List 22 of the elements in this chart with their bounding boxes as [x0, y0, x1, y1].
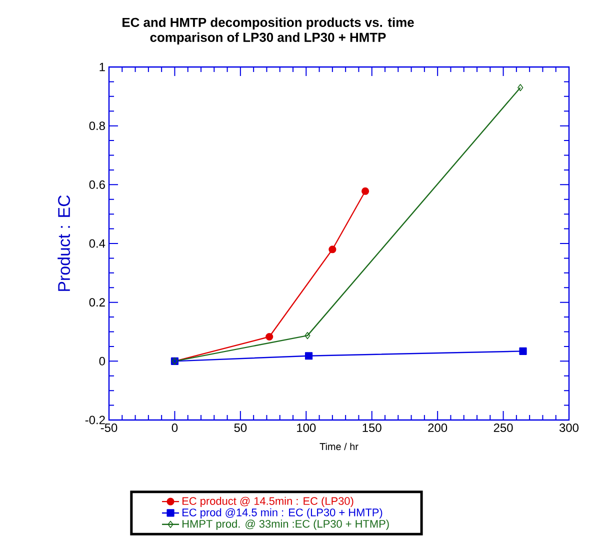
chart-subtitle: comparison of LP30 and LP30 + HMTP: [150, 32, 386, 44]
x-tick-label: 0: [172, 424, 178, 432]
y-tick-label: 1: [100, 62, 105, 72]
x-tick-label: 100: [297, 424, 316, 432]
y-tick-label: 0.8: [89, 122, 105, 130]
legend-label: EC prod @14.5 min : EC (LP30 + HMTP): [182, 508, 382, 518]
y-tick-label: 0.2: [89, 298, 105, 307]
y-tick-label: 0.4: [89, 239, 106, 248]
x-tick-label: 200: [428, 424, 448, 432]
y-axis-title: Product : EC: [58, 195, 70, 291]
x-tick-label: 250: [494, 424, 513, 432]
legend-label: EC product @ 14.5min : EC (LP30): [182, 496, 354, 508]
x-tick-label: 300: [559, 424, 579, 432]
chart-title: EC and HMTP decomposition products vs. time: [122, 17, 414, 30]
x-tick-label: 50: [234, 424, 247, 432]
legend-label: HMPT prod. @ 33min :EC (LP30 + HTMP): [182, 520, 389, 530]
y-tick-label: -0.2: [85, 416, 105, 424]
y-tick-label: 0.6: [89, 180, 105, 189]
y-tick-label: 0: [99, 356, 106, 366]
x-tick-label: -50: [100, 424, 118, 432]
x-tick-label: 150: [362, 424, 382, 432]
x-axis-title: Time / hr: [320, 442, 358, 450]
